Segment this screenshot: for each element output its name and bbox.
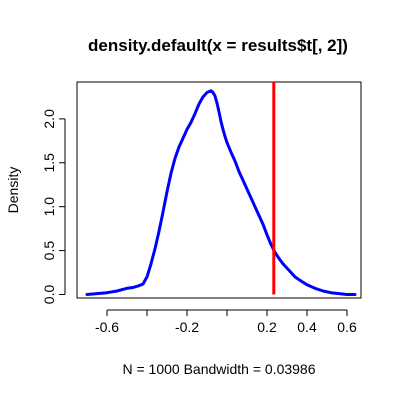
series-layer xyxy=(85,82,357,296)
y-tick-label: 0.0 xyxy=(41,285,57,305)
plot-frame xyxy=(76,81,362,299)
density-curve xyxy=(85,89,357,296)
y-tick-label: 0.5 xyxy=(41,241,57,261)
y-axis: 0.0 0.5 1.0 1.5 2.0 xyxy=(41,109,66,305)
x-tick-label: 0.2 xyxy=(257,319,277,335)
x-tick-label: -0.2 xyxy=(175,319,199,335)
y-axis-label: Density xyxy=(5,167,21,214)
x-tick-label: 0.4 xyxy=(297,319,317,335)
x-axis-label: N = 1000 Bandwidth = 0.03986 xyxy=(122,361,315,377)
chart-title: density.default(x = results$t[, 2]) xyxy=(88,36,348,55)
x-tick-label: -0.6 xyxy=(95,319,119,335)
x-tick-label: 0.6 xyxy=(337,319,357,335)
y-tick-label: 1.0 xyxy=(41,197,57,217)
y-tick-label: 1.5 xyxy=(41,153,57,173)
y-tick-label: 2.0 xyxy=(41,109,57,129)
x-axis: -0.6 -0.2 0.2 0.4 0.6 xyxy=(95,309,357,335)
